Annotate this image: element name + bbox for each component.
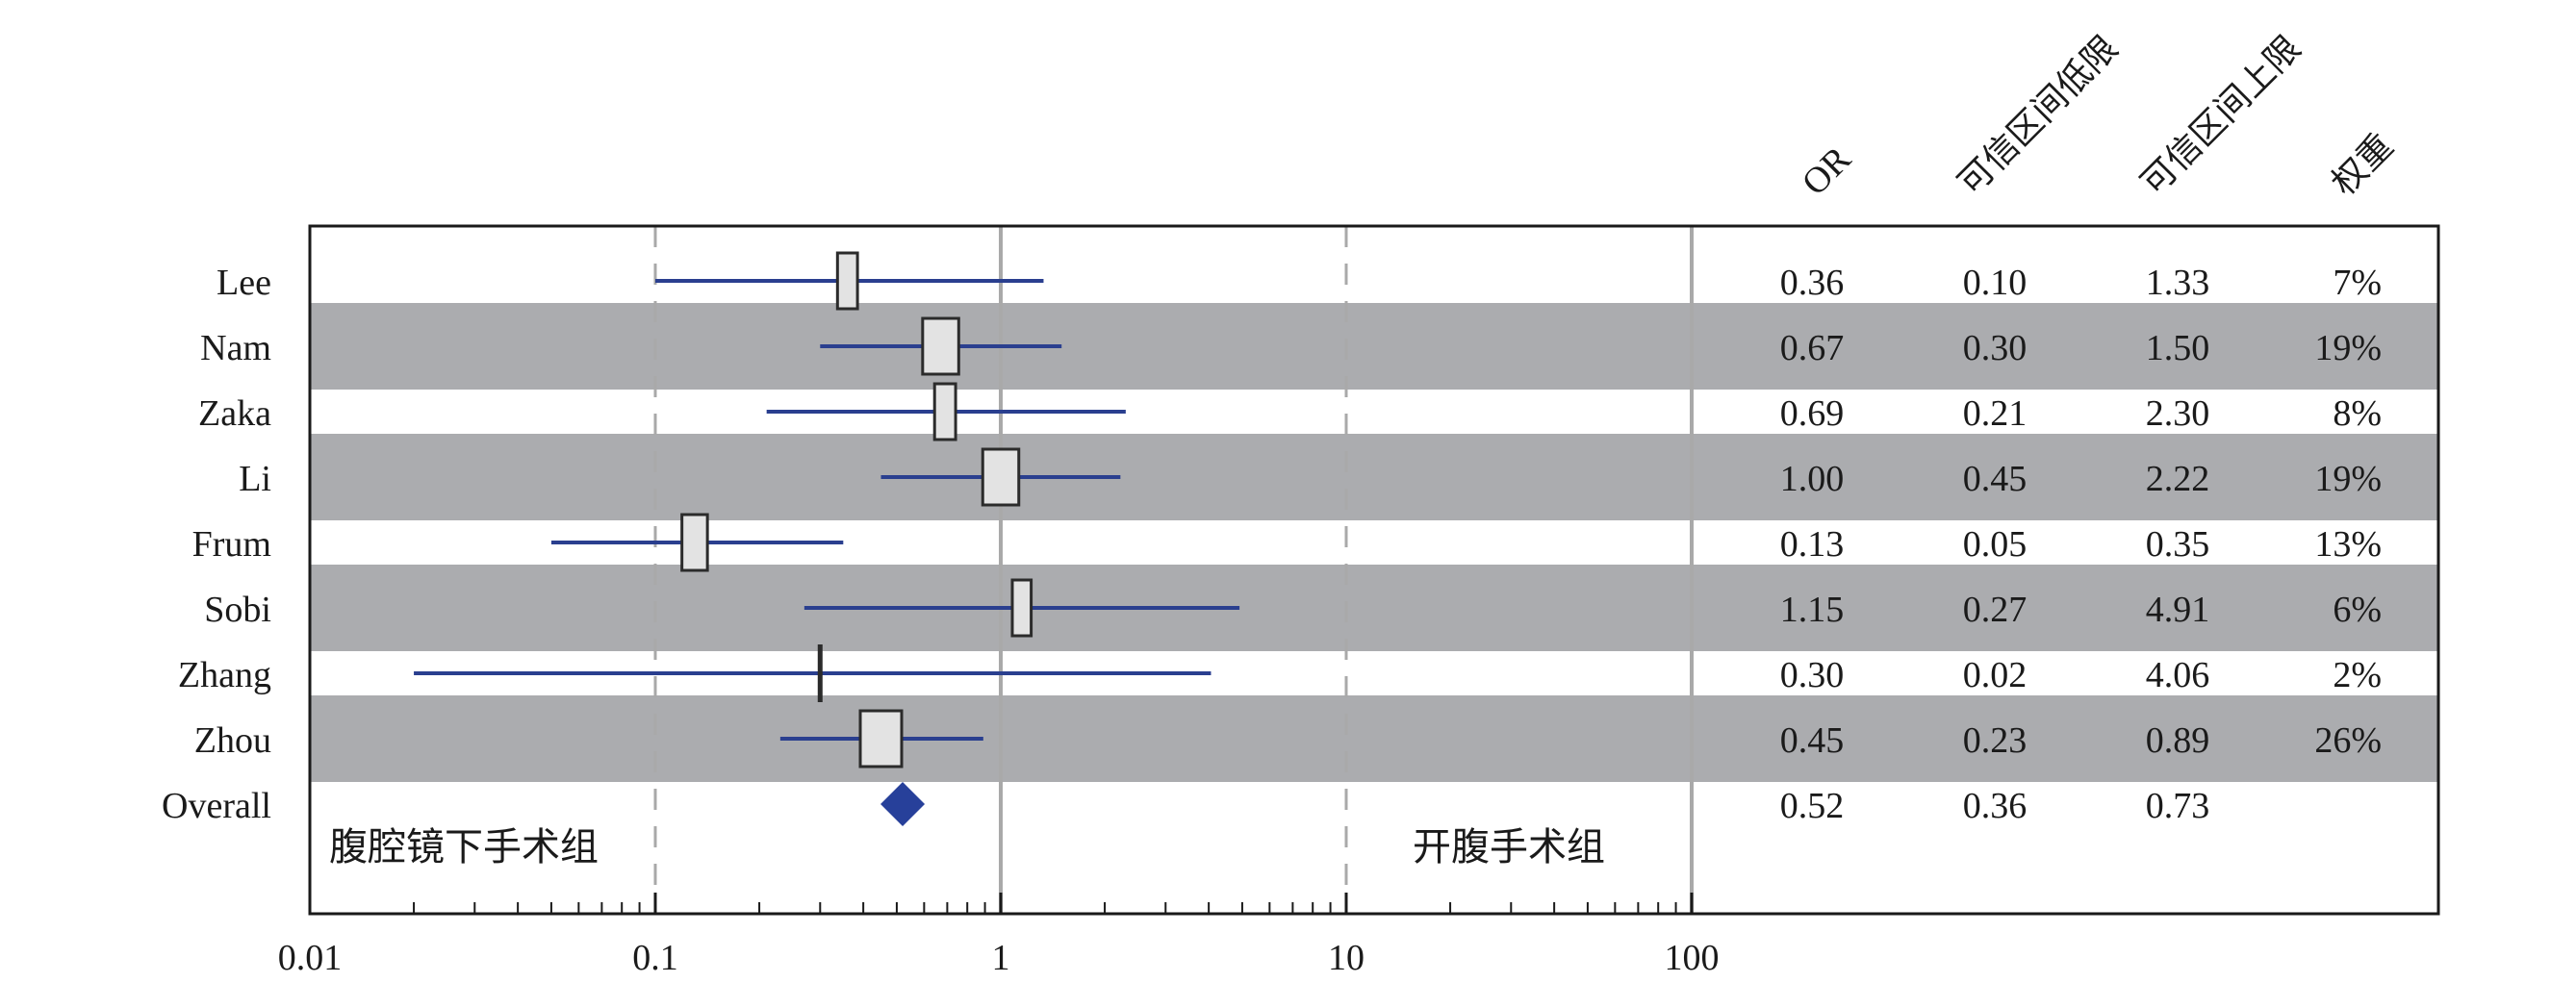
or-value: 0.52 — [1780, 786, 1845, 826]
column-header: 可信区间低限 — [1951, 29, 2126, 204]
lower-ci-value: 0.45 — [1963, 459, 2028, 499]
study-name: Sobi — [204, 590, 271, 630]
weight-value: 7% — [2333, 263, 2382, 303]
weight-value: 2% — [2333, 655, 2382, 695]
weight-value: 6% — [2333, 590, 2382, 630]
or-value: 0.69 — [1780, 393, 1845, 434]
x-tick-label: 0.01 — [278, 938, 343, 978]
weight-value: 19% — [2314, 459, 2382, 499]
upper-ci-value: 2.22 — [2146, 459, 2210, 499]
lower-ci-value: 0.21 — [1963, 393, 2028, 434]
weight-value: 26% — [2314, 720, 2382, 761]
lower-ci-value: 0.30 — [1963, 328, 2028, 368]
column-header: 权重 — [2324, 126, 2401, 203]
upper-ci-value: 0.35 — [2146, 524, 2210, 565]
lower-ci-value: 0.27 — [1963, 590, 2028, 630]
favors-right-label: 开腹手术组 — [1413, 825, 1605, 870]
row-band — [310, 303, 2438, 390]
row-band — [310, 565, 2438, 651]
upper-ci-value: 2.30 — [2146, 393, 2210, 434]
upper-ci-value: 0.89 — [2146, 720, 2210, 761]
study-name: Lee — [217, 263, 271, 303]
study-name: Zhou — [194, 720, 271, 761]
upper-ci-value: 1.50 — [2146, 328, 2210, 368]
or-value: 1.15 — [1780, 590, 1845, 630]
x-tick-label: 0.1 — [632, 938, 678, 978]
x-tick-label: 1 — [992, 938, 1010, 978]
row-bands — [310, 303, 2438, 782]
point-estimate-box — [981, 447, 1021, 507]
or-value: 1.00 — [1780, 459, 1845, 499]
study-name: Frum — [192, 524, 271, 565]
overall-label: Overall — [162, 786, 271, 826]
point-estimate-box — [835, 251, 859, 311]
point-estimate-box — [932, 382, 957, 441]
x-tick-label: 100 — [1665, 938, 1720, 978]
point-estimate-box — [1010, 578, 1033, 638]
or-value: 0.67 — [1780, 328, 1845, 368]
plot-border — [308, 224, 2440, 916]
row-band — [310, 695, 2438, 782]
row-band — [310, 434, 2438, 520]
upper-ci-value: 0.73 — [2146, 786, 2210, 826]
point-estimate-box — [921, 316, 960, 376]
study-marks — [414, 251, 1240, 826]
or-value: 0.36 — [1780, 263, 1845, 303]
upper-ci-value: 4.06 — [2146, 655, 2210, 695]
study-name: Li — [239, 459, 271, 499]
x-tick-label: 10 — [1328, 938, 1365, 978]
overall-diamond — [880, 782, 926, 826]
lower-ci-value: 0.05 — [1963, 524, 2028, 565]
study-name: Zhang — [178, 655, 271, 695]
or-value: 0.45 — [1780, 720, 1845, 761]
point-estimate-box — [858, 709, 904, 769]
weight-value: 19% — [2314, 328, 2382, 368]
weight-value: 8% — [2333, 393, 2382, 434]
weight-value: 13% — [2314, 524, 2382, 565]
study-name: Nam — [200, 328, 271, 368]
lower-ci-value: 0.02 — [1963, 655, 2028, 695]
study-name: Zaka — [198, 393, 271, 434]
plot-frame — [308, 224, 2440, 916]
or-value: 0.13 — [1780, 524, 1845, 565]
lower-ci-value: 0.10 — [1963, 263, 2028, 303]
point-estimate-box — [680, 513, 709, 572]
upper-ci-value: 1.33 — [2146, 263, 2210, 303]
column-header: OR — [1795, 139, 1859, 203]
lower-ci-value: 0.23 — [1963, 720, 2028, 761]
column-header: 可信区间上限 — [2133, 29, 2308, 204]
reference-lines — [653, 226, 1694, 914]
upper-ci-value: 4.91 — [2146, 590, 2210, 630]
favors-left-label: 腹腔镜下手术组 — [329, 825, 599, 870]
or-value: 0.30 — [1780, 655, 1845, 695]
lower-ci-value: 0.36 — [1963, 786, 2028, 826]
